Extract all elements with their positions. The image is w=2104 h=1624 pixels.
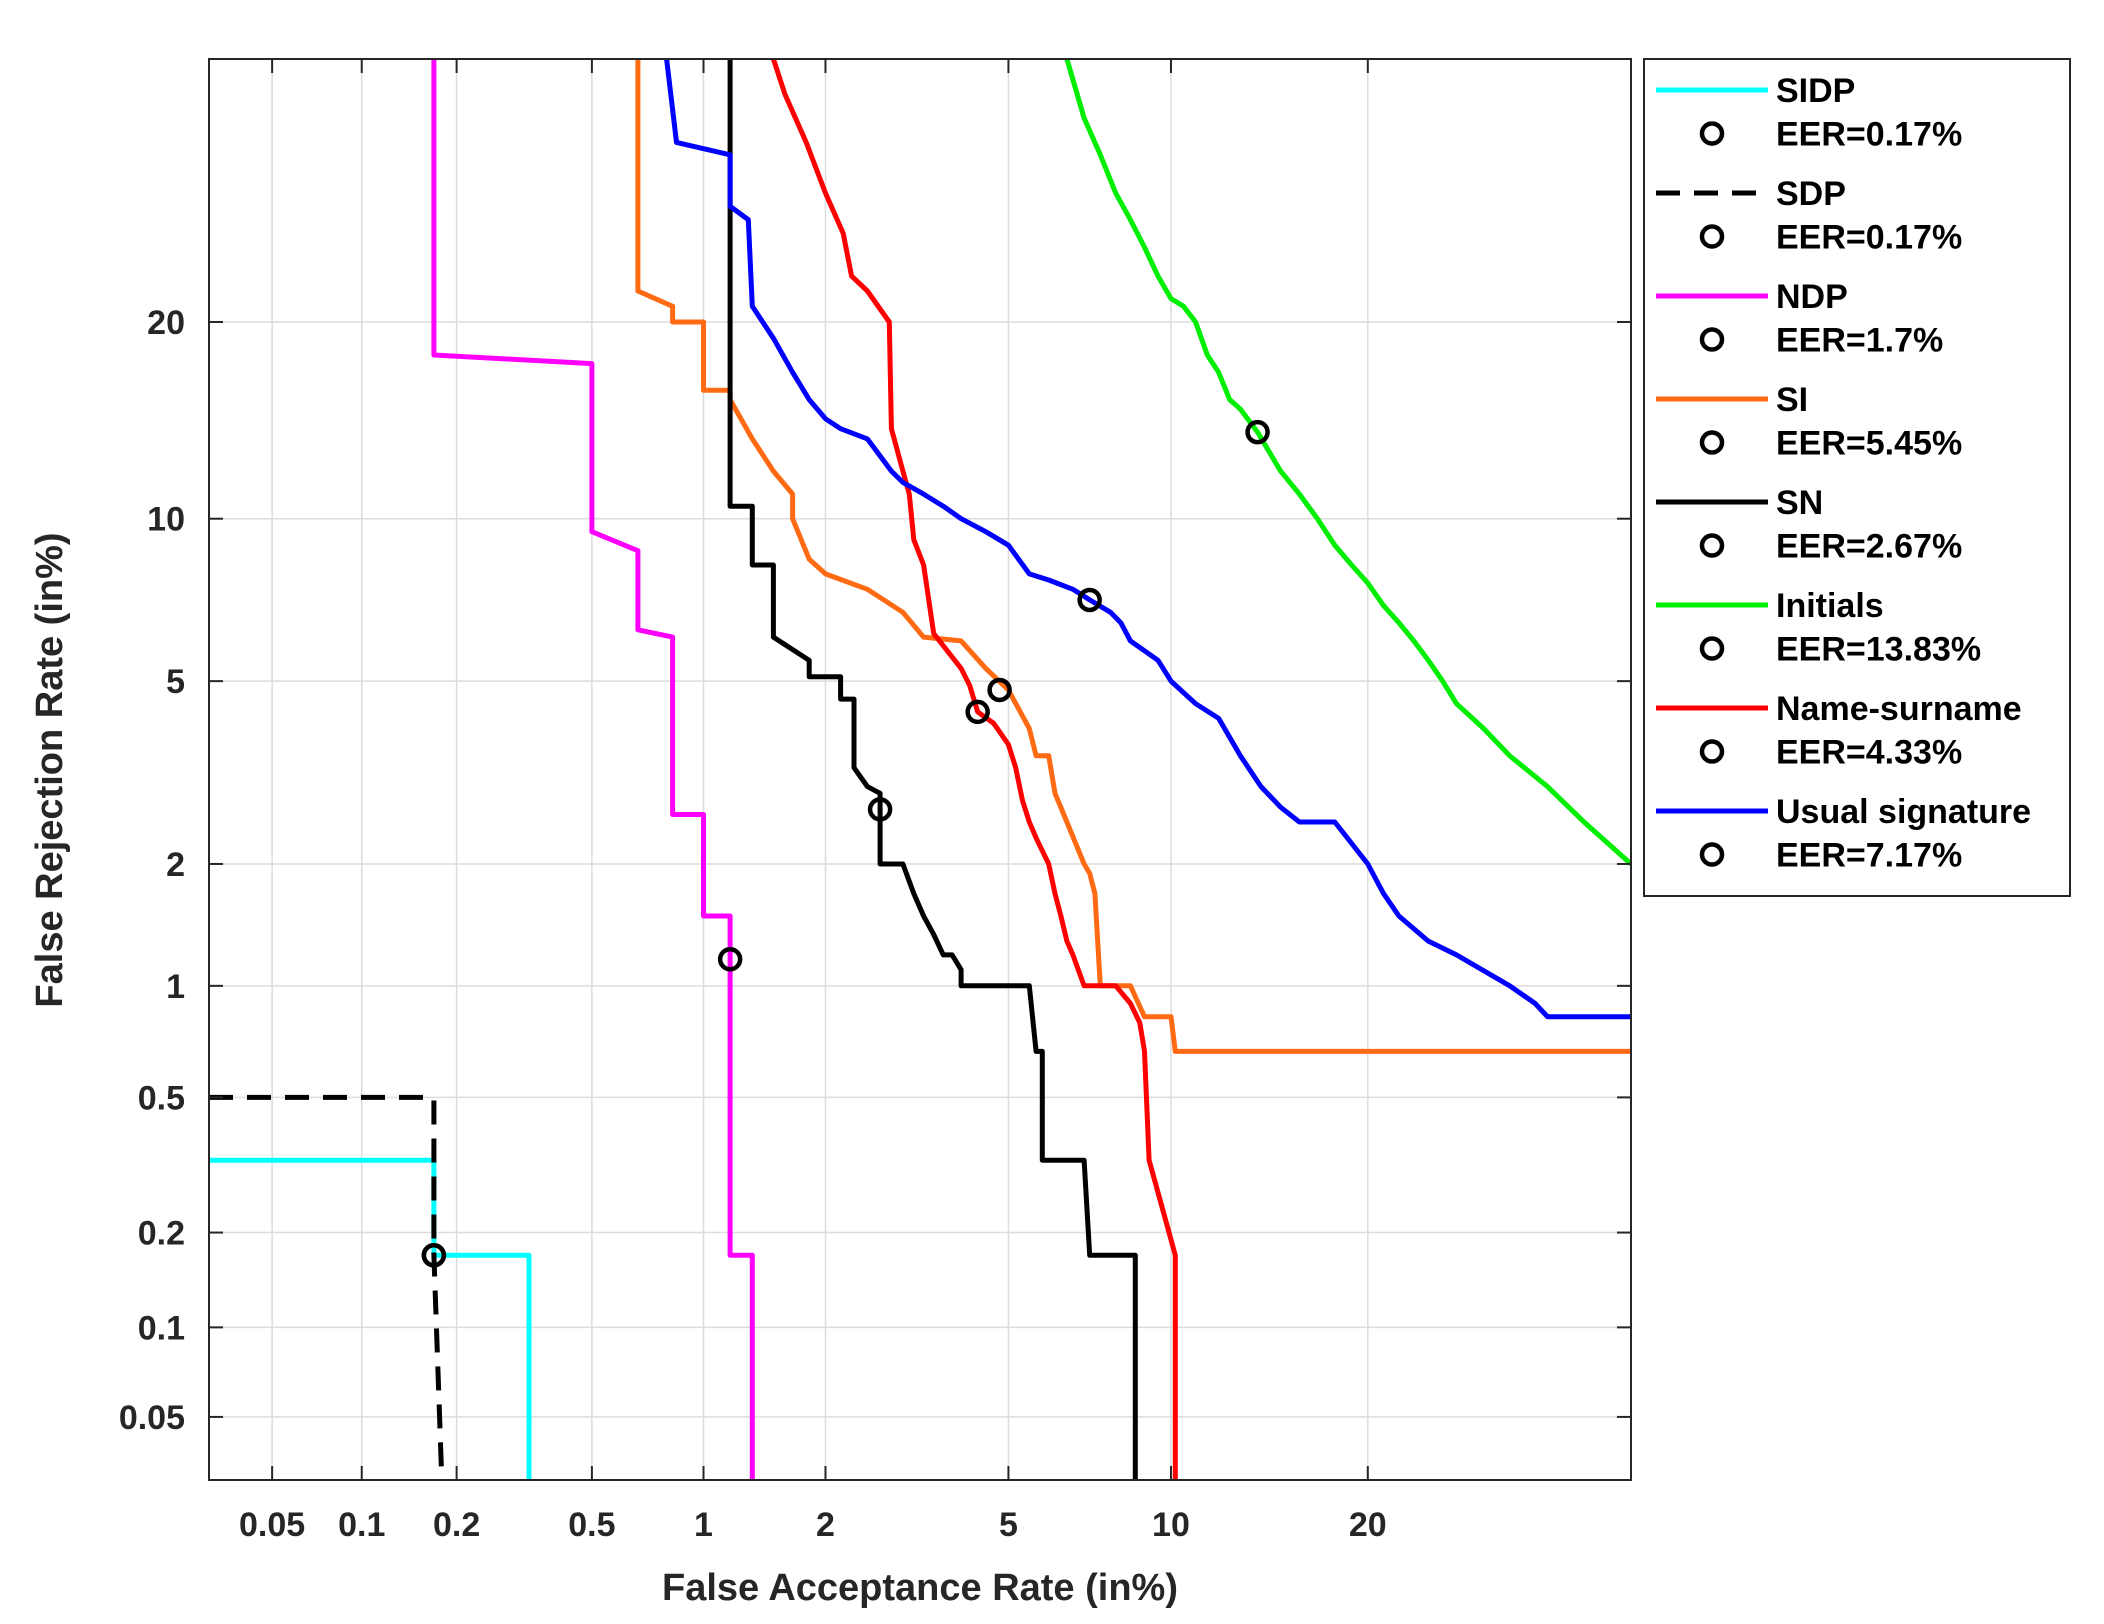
legend-eer-label-initials: EER=13.83% xyxy=(1776,631,1981,669)
y-tick-label: 5 xyxy=(166,663,185,701)
eer-markers xyxy=(421,419,1270,1268)
y-tick-label: 1 xyxy=(166,968,185,1006)
x-tick-label: 0.05 xyxy=(239,1506,305,1544)
eer-marker-initials xyxy=(1245,419,1270,445)
x-axis-ticks: 0.05 0.1 0.2 0.5 1 2 5 10 20 xyxy=(239,59,1387,1544)
legend-label-sidp: SIDP xyxy=(1776,72,1855,110)
series-line-initials xyxy=(1064,59,1631,866)
y-axis-ticks: 0.05 0.1 0.2 0.5 1 2 5 10 20 xyxy=(119,304,1631,1437)
legend-eer-marker-initials xyxy=(1699,636,1725,661)
legend-eer-marker-name-surname xyxy=(1699,739,1725,764)
legend-eer-marker-si xyxy=(1699,430,1725,455)
eer-marker-name-surname xyxy=(965,699,990,725)
legend: SIDP EER=0.17% SDP EER=0.17% NDP EER=1.7% SI EE… xyxy=(1643,58,2071,897)
legend-eer-label-name-surname: EER=4.33% xyxy=(1776,734,1962,772)
series-line-sn xyxy=(727,59,1138,1480)
legend-box xyxy=(1643,58,2071,897)
legend-label-sdp: SDP xyxy=(1776,175,1846,213)
legend-eer-label-sn: EER=2.67% xyxy=(1776,528,1962,566)
x-axis-label: False Acceptance Rate (in%) xyxy=(662,1567,1178,1609)
eer-marker-si xyxy=(987,677,1012,703)
series-line-sdp xyxy=(209,1094,445,1480)
series-layer xyxy=(209,59,1631,1480)
y-tick-label: 20 xyxy=(147,304,185,342)
y-tick-label: 0.2 xyxy=(138,1215,185,1253)
x-tick-label: 5 xyxy=(999,1506,1018,1544)
eer-marker-usual-signature xyxy=(1077,587,1102,613)
y-tick-label: 0.05 xyxy=(119,1399,185,1437)
legend-eer-marker-ndp xyxy=(1699,327,1725,352)
x-tick-label: 10 xyxy=(1152,1506,1190,1544)
x-tick-label: 1 xyxy=(694,1506,713,1544)
legend-eer-label-ndp: EER=1.7% xyxy=(1776,322,1943,360)
legend-eer-label-sdp: EER=0.17% xyxy=(1776,219,1962,257)
legend-eer-label-sidp: EER=0.17% xyxy=(1776,116,1962,154)
y-tick-label: 0.5 xyxy=(138,1079,185,1117)
y-tick-label: 2 xyxy=(166,846,185,884)
legend-eer-marker-sdp xyxy=(1699,224,1725,249)
legend-label-ndp: NDP xyxy=(1776,278,1848,316)
eer-marker-sdp xyxy=(421,1243,447,1268)
plot-frame xyxy=(208,58,1632,1481)
x-tick-label: 2 xyxy=(816,1506,835,1544)
eer-marker-sn xyxy=(867,797,893,822)
legend-eer-marker-sidp xyxy=(1699,121,1725,146)
x-tick-label: 0.2 xyxy=(433,1506,480,1544)
legend-label-usual-signature: Usual signature xyxy=(1776,793,2031,831)
y-axis-label: False Rejection Rate (in%) xyxy=(29,532,71,1007)
legend-label-sn: SN xyxy=(1776,484,1823,522)
series-line-name-surname xyxy=(771,59,1178,1480)
legend-label-si: SI xyxy=(1776,381,1808,419)
legend-eer-marker-usual-signature xyxy=(1699,842,1725,867)
legend-label-name-surname: Name-surname xyxy=(1776,690,2022,728)
legend-eer-label-si: EER=5.45% xyxy=(1776,425,1962,463)
x-tick-label: 0.1 xyxy=(338,1506,385,1544)
legend-eer-marker-sn xyxy=(1699,533,1725,558)
x-tick-label: 20 xyxy=(1349,1506,1387,1544)
legend-eer-label-usual-signature: EER=7.17% xyxy=(1776,837,1962,875)
y-tick-label: 0.1 xyxy=(138,1309,185,1347)
legend-label-initials: Initials xyxy=(1776,587,1884,625)
eer-marker-ndp xyxy=(717,946,743,972)
series-line-ndp xyxy=(431,59,755,1480)
x-tick-label: 0.5 xyxy=(568,1506,615,1544)
y-tick-label: 10 xyxy=(147,501,185,539)
